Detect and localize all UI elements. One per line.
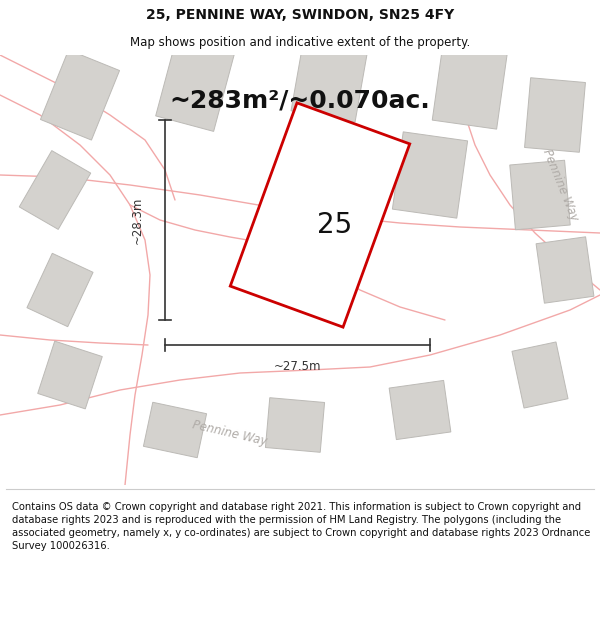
Polygon shape — [265, 398, 325, 452]
Text: ~283m²/~0.070ac.: ~283m²/~0.070ac. — [170, 88, 430, 112]
Polygon shape — [389, 381, 451, 439]
Polygon shape — [19, 151, 91, 229]
Text: Map shows position and indicative extent of the property.: Map shows position and indicative extent… — [130, 36, 470, 49]
Polygon shape — [524, 78, 586, 152]
Polygon shape — [392, 132, 467, 218]
Text: 25, PENNINE WAY, SWINDON, SN25 4FY: 25, PENNINE WAY, SWINDON, SN25 4FY — [146, 8, 454, 22]
Polygon shape — [536, 237, 594, 303]
Polygon shape — [27, 253, 93, 327]
Text: ~28.3m: ~28.3m — [131, 196, 143, 244]
Polygon shape — [230, 103, 410, 327]
Polygon shape — [40, 50, 119, 140]
Polygon shape — [38, 341, 102, 409]
Text: ~27.5m: ~27.5m — [274, 361, 321, 374]
Text: Pennine Way: Pennine Way — [539, 147, 580, 223]
Polygon shape — [510, 160, 570, 230]
Polygon shape — [155, 39, 235, 131]
Polygon shape — [291, 32, 369, 122]
Polygon shape — [432, 41, 508, 129]
Text: 25: 25 — [317, 211, 353, 239]
Text: Pennine Way: Pennine Way — [191, 418, 269, 448]
Polygon shape — [512, 342, 568, 408]
Text: Contains OS data © Crown copyright and database right 2021. This information is : Contains OS data © Crown copyright and d… — [12, 502, 590, 551]
Polygon shape — [143, 402, 206, 458]
